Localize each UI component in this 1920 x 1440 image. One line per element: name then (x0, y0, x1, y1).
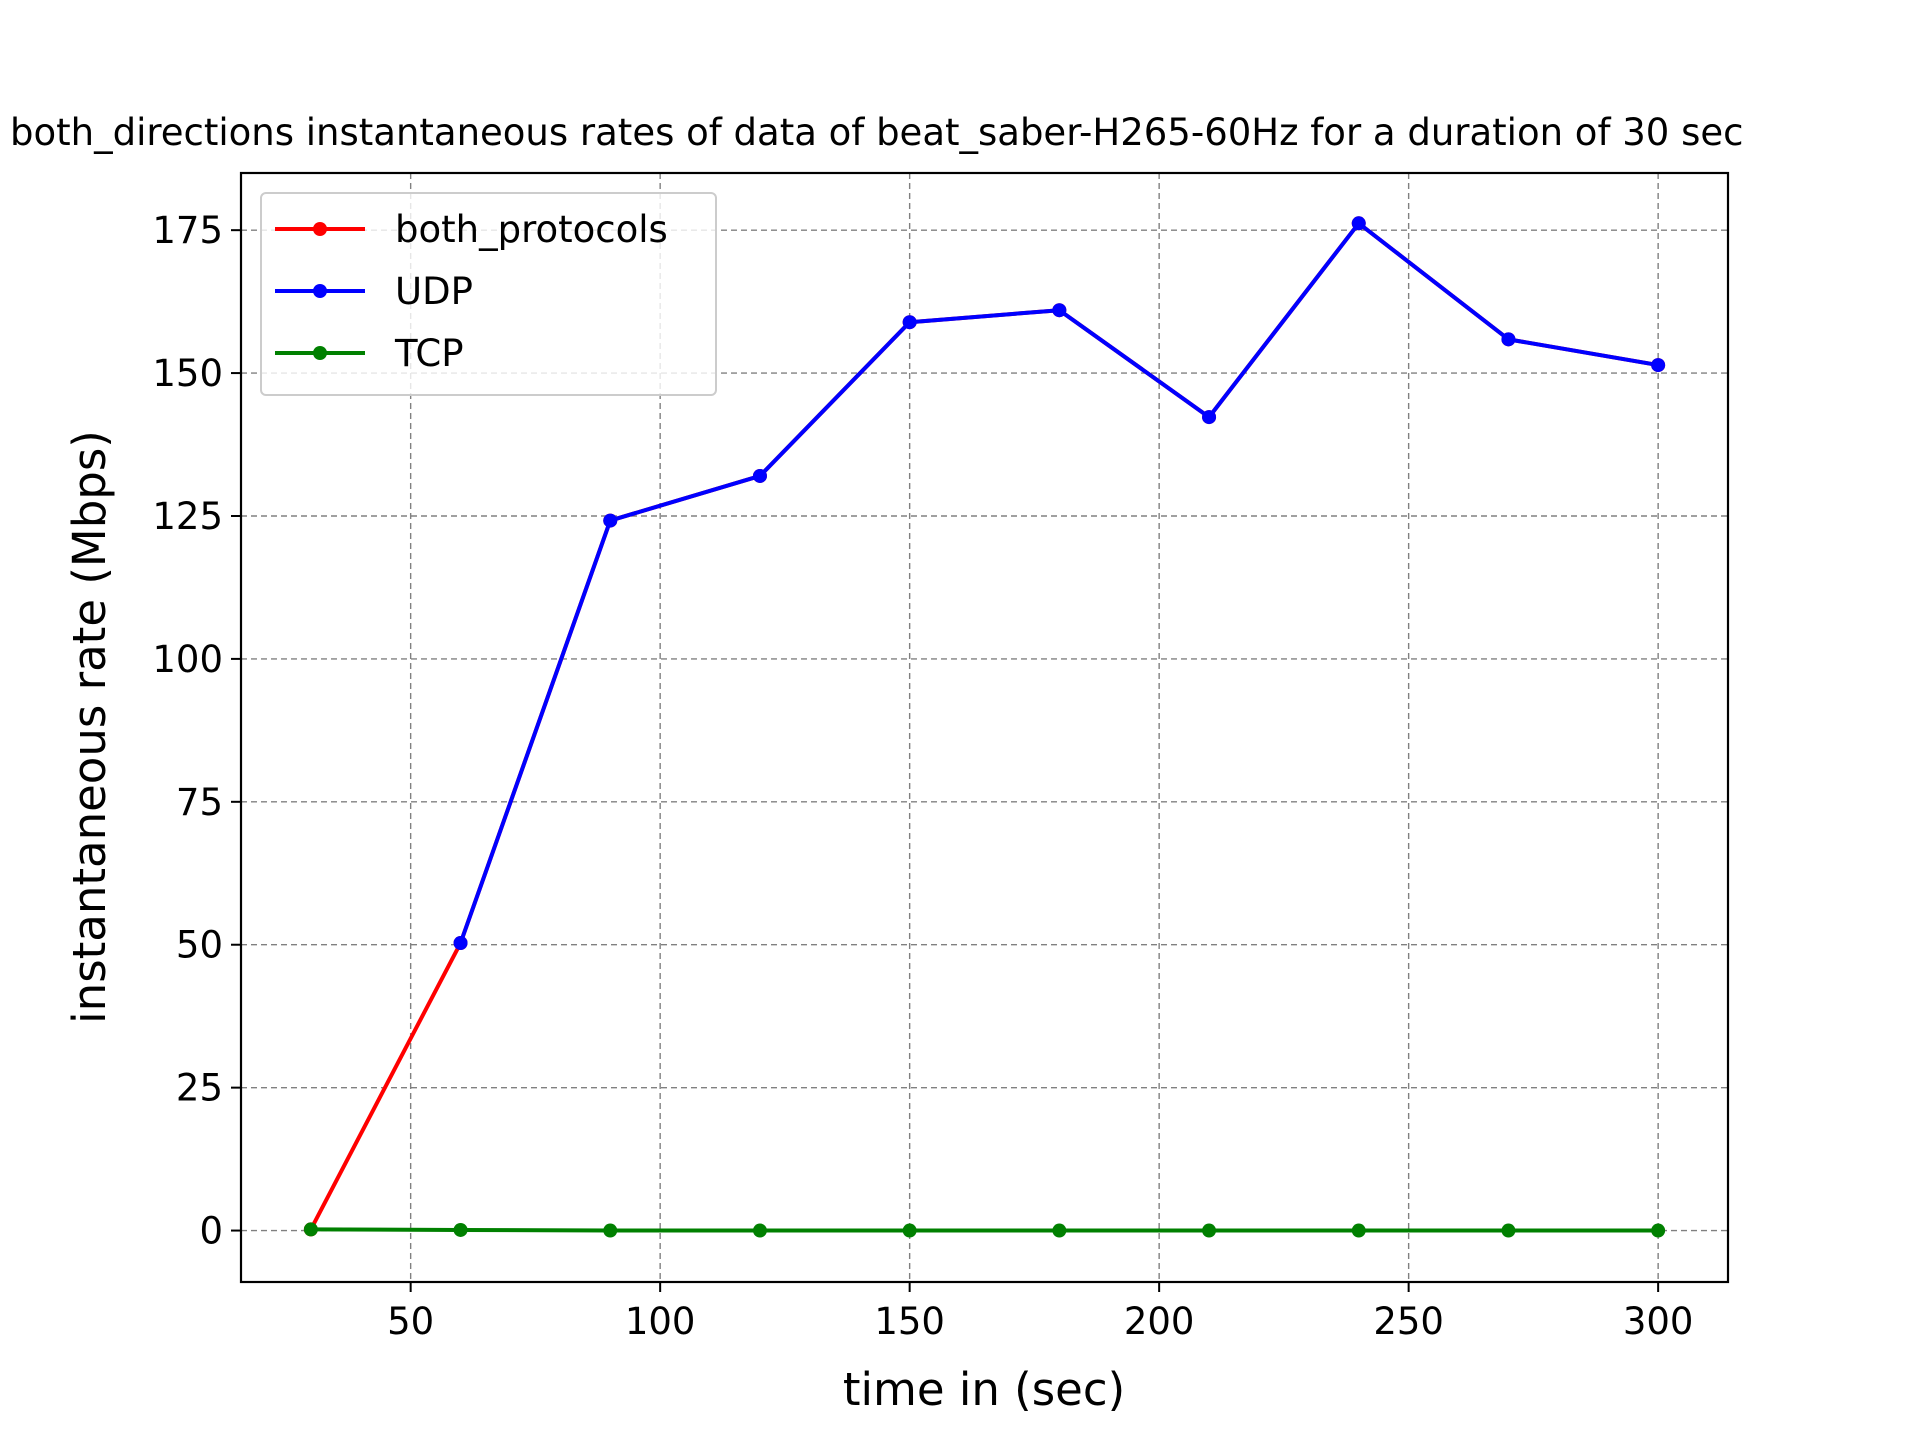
y-axis-label: instantaneous rate (Mbps) (63, 430, 116, 1024)
legend-marker-both-protocols (313, 222, 327, 236)
legend-label-udp: UDP (395, 270, 473, 313)
x-tick-label: 250 (1373, 1300, 1444, 1343)
y-tick-label: 75 (176, 781, 223, 824)
x-tick-label: 50 (387, 1300, 434, 1343)
y-tick-label: 150 (152, 352, 223, 395)
data-point-tcp (303, 1222, 318, 1237)
data-point-tcp (752, 1223, 767, 1238)
y-tick-label: 100 (152, 638, 223, 681)
data-point-tcp (1651, 1223, 1666, 1238)
legend: both_protocols UDP TCP (260, 192, 717, 396)
x-axis-label: time in (sec) (843, 1363, 1125, 1416)
chart-title: both_directions instantaneous rates of d… (10, 111, 1743, 154)
data-point-udp (1651, 358, 1666, 373)
y-tick-label: 25 (176, 1067, 223, 1110)
x-tick-label: 100 (625, 1300, 696, 1343)
data-point-tcp (1501, 1223, 1516, 1238)
data-point-udp (752, 468, 767, 483)
x-axis-ticks: 50 100 150 200 250 300 (387, 1282, 1693, 1343)
y-axis-ticks: 0 25 50 75 100 125 150 175 (152, 209, 241, 1253)
data-point-udp (902, 315, 917, 330)
y-tick-label: 125 (152, 495, 223, 538)
x-tick-label: 150 (874, 1300, 945, 1343)
data-point-udp (1351, 216, 1366, 231)
data-point-udp (1052, 303, 1067, 318)
x-tick-label: 300 (1623, 1300, 1694, 1343)
data-point-udp (453, 936, 468, 951)
data-point-udp (1501, 332, 1516, 347)
data-point-tcp (902, 1223, 917, 1238)
data-point-tcp (1202, 1223, 1217, 1238)
legend-frame (260, 192, 717, 396)
series-group (303, 216, 1666, 1238)
legend-marker-tcp (313, 346, 327, 360)
legend-label-both-protocols: both_protocols (395, 208, 668, 251)
y-tick-label: 0 (199, 1210, 223, 1253)
data-point-udp (603, 513, 618, 528)
series-line-tcp (310, 1227, 1659, 1233)
x-tick-label: 200 (1124, 1300, 1195, 1343)
legend-label-tcp: TCP (394, 332, 464, 375)
plot-frame (239, 171, 1730, 1284)
data-point-tcp (1351, 1223, 1366, 1238)
y-tick-label: 175 (152, 209, 223, 252)
y-tick-label: 50 (176, 924, 223, 967)
data-point-tcp (1052, 1223, 1067, 1238)
data-point-udp (1202, 410, 1217, 425)
data-point-tcp (603, 1223, 618, 1238)
legend-marker-udp (313, 284, 327, 298)
data-point-tcp (453, 1222, 468, 1237)
